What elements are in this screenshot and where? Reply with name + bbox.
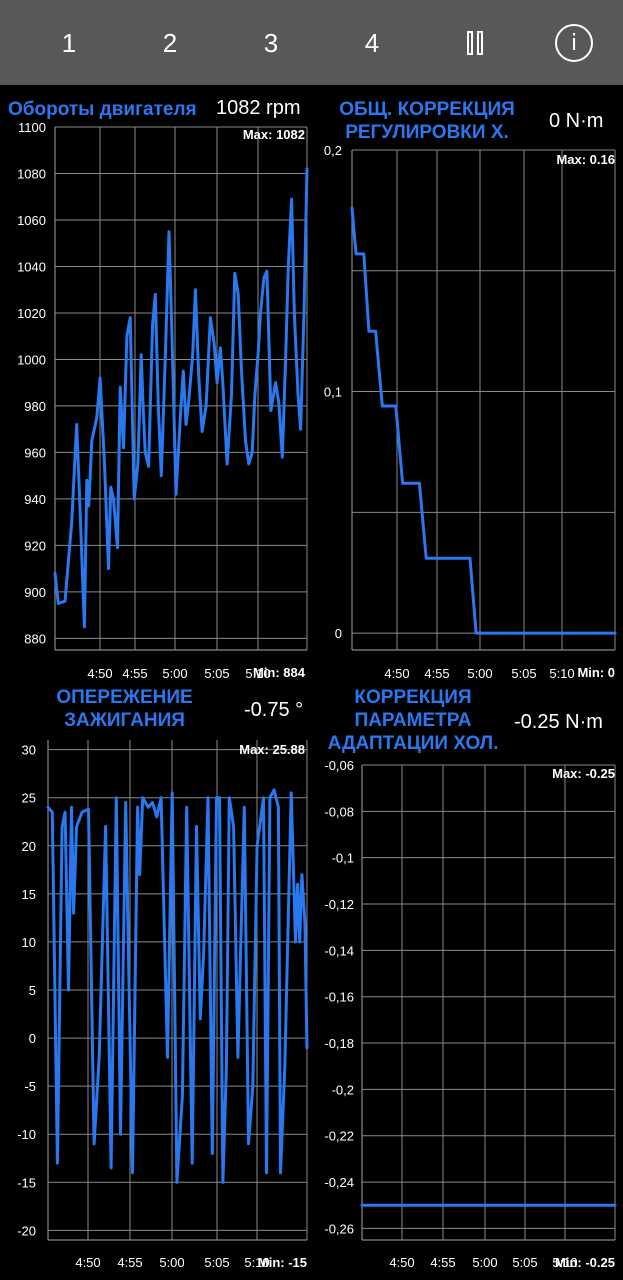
panel-3-title-line-2: ЗАЖИГАНИЯ (64, 710, 185, 731)
y-tick-label: -0,1 (332, 851, 354, 866)
tab-1[interactable]: 1 (61, 27, 77, 58)
y-tick-label: 920 (24, 538, 46, 553)
x-tick-label: 5:00 (472, 1255, 497, 1270)
panel-4-title-line-3: АДАПТАЦИИ ХОЛ. (327, 733, 499, 754)
info-icon[interactable]: i (555, 24, 593, 62)
series-line (350, 206, 617, 635)
y-tick-label: -5 (24, 1079, 36, 1094)
y-tick-label: -0,26 (324, 1221, 354, 1236)
x-tick-label: 4:50 (75, 1255, 100, 1270)
y-tick-label: 0,2 (324, 143, 342, 158)
x-tick-label: 5:00 (159, 1255, 184, 1270)
y-tick-label: 900 (24, 585, 46, 600)
max-label: Max: 0.16 (556, 152, 615, 167)
panel-3-value: -0.75 ° (244, 699, 304, 721)
min-label: Min: 0 (577, 665, 615, 680)
panel-1-title: Обороты двигателя (8, 99, 197, 120)
x-tick-label: 5:05 (511, 666, 536, 681)
max-label: Max: 25.88 (239, 742, 305, 757)
y-tick-label: -10 (17, 1127, 36, 1142)
x-tick-label: 5:00 (467, 666, 492, 681)
x-tick-label: 4:50 (389, 1255, 414, 1270)
chart-2: 0,2 0,1 0 4:50 4:55 5:00 5:05 5:10 Max: 0.16 Min:… (324, 143, 617, 681)
y-tick-label: 15 (22, 887, 36, 902)
y-tick-label: 0 (29, 1031, 36, 1046)
x-tick-label: 5:05 (512, 1255, 537, 1270)
y-tick-label: 0,1 (324, 385, 342, 400)
y-tick-label: 960 (24, 445, 46, 460)
y-tick-label: 20 (22, 839, 36, 854)
y-tick-label: 940 (24, 492, 46, 507)
x-tick-label: 4:55 (122, 666, 147, 681)
panel-4-title-line-1: КОРРЕКЦИЯ (354, 687, 472, 708)
y-tick-label: -0,14 (324, 943, 354, 958)
y-tick-label: 1100 (18, 120, 46, 135)
pause-icon[interactable] (452, 20, 498, 66)
y-tick-label: -20 (17, 1223, 36, 1238)
y-tick-label: 0 (335, 626, 342, 641)
series-line (46, 788, 309, 1184)
x-tick-label: 4:55 (430, 1255, 455, 1270)
chart-1: 1100 1080 1060 1040 1020 1000 980 960 940 920 900 8… (17, 120, 309, 681)
y-tick-label: -0,18 (324, 1036, 354, 1051)
y-tick-label: 5 (29, 983, 36, 998)
panel-4-value: -0.25 N·m (514, 711, 603, 733)
y-tick-label: -0,24 (324, 1175, 354, 1190)
y-tick-label: 980 (24, 399, 46, 414)
panel-3-title: ОПЕРЕЖЕНИЕ ЗАЖИГАНИЯ (32, 686, 217, 732)
x-tick-label: 4:50 (87, 666, 112, 681)
panel-2-title: ОБЩ. КОРРЕКЦИЯ РЕГУЛИРОВКИ Х. (322, 98, 532, 144)
y-tick-label: -0,22 (324, 1129, 354, 1144)
panel-1-value: 1082 rpm (216, 97, 301, 119)
x-tick-label: 4:55 (117, 1255, 142, 1270)
y-tick-label: 880 (24, 631, 46, 646)
toolbar: 1 2 3 4 i (0, 0, 623, 85)
tab-3[interactable]: 3 (263, 27, 279, 58)
y-tick-label: 1000 (17, 352, 46, 367)
x-tick-label: 4:55 (424, 666, 449, 681)
panel-4-title-line-2: ПАРАМЕТРА (354, 710, 472, 731)
series-line (53, 167, 309, 629)
x-tick-label: 5:05 (204, 1255, 229, 1270)
chart-3: 30 25 20 15 10 5 0 -5 -10 -15 -20 4:50 4:55 5:00 5:05 5… (17, 740, 309, 1270)
chart-4: -0,06 -0,08 -0,1 -0,12 -0,14 -0,16 -0,18 -0,2 -0… (324, 758, 617, 1270)
min-label: Min: -0.25 (555, 1255, 615, 1270)
y-tick-label: 30 (22, 743, 36, 758)
y-tick-label: -0,06 (324, 758, 354, 773)
panel-2-title-line-2: РЕГУЛИРОВКИ Х. (345, 122, 509, 143)
panel-2-value: 0 N·m (549, 110, 604, 132)
y-tick-label: 1020 (17, 306, 46, 321)
min-label: Min: 884 (253, 665, 306, 680)
y-tick-label: -15 (17, 1175, 36, 1190)
x-tick-label: 5:00 (162, 666, 187, 681)
x-tick-label: 4:50 (384, 666, 409, 681)
y-tick-label: 1040 (17, 259, 46, 274)
y-tick-label: -0,12 (324, 897, 354, 912)
panel-3-title-line-1: ОПЕРЕЖЕНИЕ (56, 687, 193, 708)
y-tick-label: 1060 (17, 213, 46, 228)
panel-4-title: КОРРЕКЦИЯ ПАРАМЕТРА АДАПТАЦИИ ХОЛ. (318, 686, 508, 755)
x-tick-label: 5:10 (549, 666, 574, 681)
y-tick-label: 25 (22, 791, 36, 806)
y-tick-label: -0,08 (324, 804, 354, 819)
panel-2-title-line-1: ОБЩ. КОРРЕКЦИЯ (339, 99, 515, 120)
tab-4[interactable]: 4 (364, 27, 380, 58)
x-tick-label: 5:05 (204, 666, 229, 681)
y-tick-label: -0,2 (332, 1082, 354, 1097)
y-tick-label: 10 (22, 935, 36, 950)
min-label: Min: -15 (258, 1255, 307, 1270)
y-tick-label: -0,16 (324, 990, 354, 1005)
x-tick-label: 5:10 (244, 1255, 269, 1270)
x-tick-label: 5:10 (552, 1255, 577, 1270)
max-label: Max: -0.25 (552, 766, 615, 781)
tab-2[interactable]: 2 (162, 27, 178, 58)
max-label: Max: 1082 (243, 127, 305, 142)
x-tick-label: 5:10 (245, 666, 270, 681)
y-tick-label: 1080 (17, 166, 46, 181)
